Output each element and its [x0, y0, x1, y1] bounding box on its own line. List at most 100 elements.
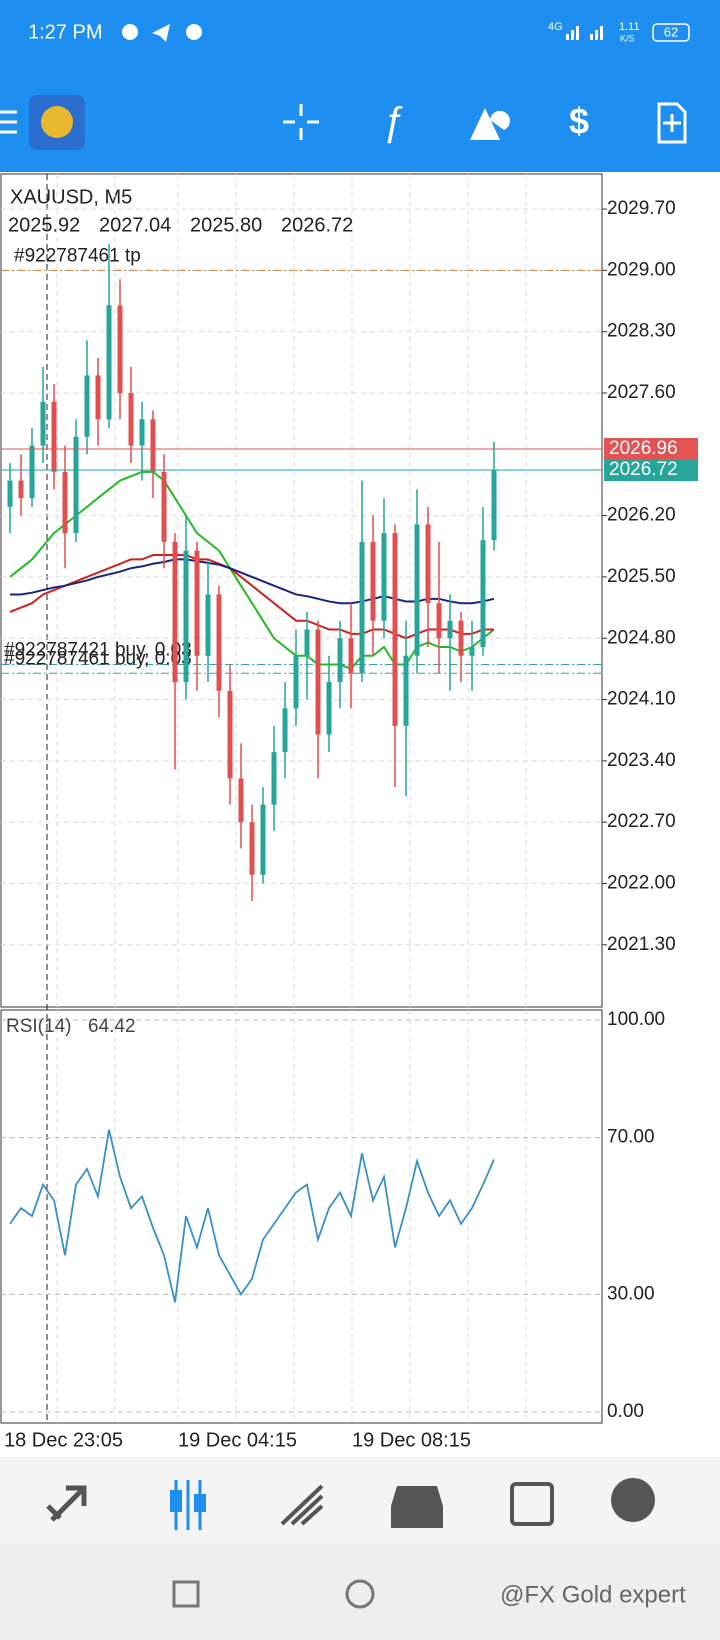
rsi-panel: [0, 1009, 603, 1424]
price-tick-label: 2029.00: [607, 259, 676, 280]
candle-body: [106, 305, 112, 420]
trade-tab[interactable]: [280, 1484, 324, 1526]
recents-button[interactable]: [172, 1580, 200, 1608]
time-label: 19 Dec 04:15: [178, 1429, 297, 1451]
candle-body: [260, 804, 266, 875]
candle-body: [436, 603, 442, 639]
price-tick-label: 2026.20: [607, 505, 676, 526]
candle-body: [216, 594, 222, 691]
history-tab[interactable]: [391, 1486, 443, 1528]
candle-body: [183, 550, 189, 683]
candle-body: [7, 480, 13, 507]
home-button[interactable]: [345, 1579, 375, 1609]
moving-average: [9, 470, 495, 671]
candle-body: [172, 541, 178, 683]
candle-body: [359, 541, 365, 674]
candle-body: [326, 682, 332, 735]
candle-body: [227, 690, 233, 779]
candle-body: [51, 401, 57, 472]
price-tick-label: 2023.40: [607, 750, 676, 771]
price-tick-label: 2022.00: [607, 873, 676, 894]
menu-button[interactable]: [0, 110, 17, 134]
candle-body: [392, 533, 398, 726]
objects-button[interactable]: [470, 108, 510, 140]
candle-body: [337, 638, 343, 683]
trade-button[interactable]: $: [569, 101, 589, 142]
rsi-line: [9, 1129, 495, 1303]
rsi-name: RSI(14): [6, 1016, 71, 1037]
order-label: #922787421 buy, 0.03: [4, 640, 192, 661]
symbol: XAUUSD, M5: [10, 186, 132, 208]
moving-average: [9, 554, 494, 640]
candle-body: [469, 646, 475, 656]
candle-body: [282, 708, 288, 753]
ask-box: [604, 438, 698, 461]
indicators-button[interactable]: ƒ: [382, 100, 404, 146]
candle-body: [128, 392, 134, 446]
candle-body: [425, 524, 431, 604]
price-tick-label: 2027.60: [607, 382, 676, 403]
rsi-tick-label: 70.00: [607, 1127, 655, 1148]
candle-body: [403, 655, 409, 726]
candle-body: [315, 629, 321, 735]
candle-body: [18, 480, 24, 499]
order-label: #922787461 buy, 0.03: [4, 648, 192, 669]
bid-label: 2026.72: [609, 459, 678, 480]
crosshair-button[interactable]: [283, 104, 319, 140]
price-tick-label: 2021.30: [607, 934, 676, 955]
chart-tab-candle: [194, 1494, 206, 1512]
candle-body: [348, 638, 354, 674]
notify-icon: [122, 24, 138, 40]
quote-value: 2025.92: [8, 214, 80, 236]
app-logo: [41, 106, 73, 138]
rsi-tick-label: 0.00: [607, 1401, 644, 1422]
price-tick-label: 2024.10: [607, 689, 676, 710]
chart-tab-candle: [170, 1490, 182, 1512]
candle-body: [414, 524, 420, 656]
quotes-tab[interactable]: [46, 1485, 87, 1522]
system-nav: [0, 1544, 720, 1640]
rsi-value: 64.42: [88, 1016, 136, 1037]
speed-unit: K/S: [620, 33, 635, 43]
price-tick-label: 2025.50: [607, 566, 676, 587]
rsi-tick-label: 30.00: [607, 1283, 655, 1304]
candle-body: [304, 629, 310, 656]
pinterest-icon: [186, 24, 202, 40]
candle-body: [447, 620, 453, 639]
signal: [566, 26, 603, 40]
price-panel: [0, 173, 603, 1008]
candle-body: [458, 620, 464, 656]
battery: [652, 23, 690, 42]
candle-body: [194, 550, 200, 656]
new-order-button[interactable]: [657, 102, 687, 144]
candle-body: [62, 471, 68, 534]
price-tick-label: 2024.80: [607, 627, 676, 648]
candle-body: [139, 419, 145, 446]
candle-body: [381, 533, 387, 621]
candle-body: [205, 594, 211, 656]
candle-body: [238, 778, 244, 823]
candle-body: [40, 401, 46, 446]
time-label: 19 Dec 08:15: [352, 1429, 471, 1451]
bid-box: [604, 459, 698, 482]
quote-value: 2026.72: [281, 214, 353, 236]
moving-average: [10, 558, 495, 605]
watermark: @FX Gold expert: [500, 1581, 686, 1608]
ask-label: 2026.96: [609, 438, 678, 459]
clock: 1:27 PM: [28, 21, 102, 43]
bottom-nav: [0, 1457, 720, 1544]
candle-body: [161, 471, 167, 542]
candle-body: [249, 822, 255, 875]
time-label: 18 Dec 23:05: [4, 1429, 123, 1451]
order-label: #922787461 tp: [14, 245, 141, 266]
quote-value: 2025.80: [190, 214, 262, 236]
speed: 1.11: [619, 21, 640, 33]
telegram-icon: [152, 24, 170, 42]
candle-body: [271, 752, 277, 805]
candle-body: [73, 436, 79, 534]
chat-tab[interactable]: [611, 1478, 655, 1522]
price-tick-label: 2028.30: [607, 321, 676, 342]
news-tab[interactable]: [510, 1482, 554, 1526]
